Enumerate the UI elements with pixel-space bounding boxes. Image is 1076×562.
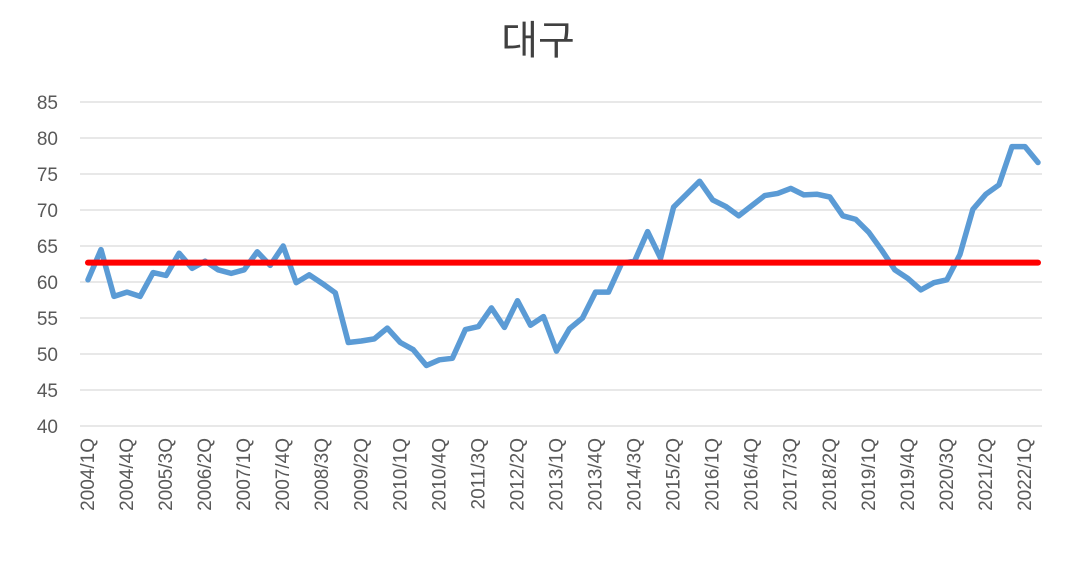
x-axis-ticks: 2004/1Q 2004/4Q 2005/3Q 2006/2Q 2007/1Q 2007/… xyxy=(78,438,1036,511)
series-layer xyxy=(85,143,1041,369)
x-tick-label: 2022/1Q xyxy=(1015,438,1036,511)
x-tick-label: 2014/3Q xyxy=(625,438,646,511)
chart-title: 대구 xyxy=(501,18,575,64)
x-tick-label: 2007/4Q xyxy=(273,438,294,511)
y-tick-label: 55 xyxy=(37,309,58,330)
x-tick-label: 2019/4Q xyxy=(898,438,919,511)
x-tick-label: 2008/3Q xyxy=(312,438,333,511)
x-tick-label: 2009/2Q xyxy=(351,438,372,511)
x-tick-label: 2016/1Q xyxy=(703,438,724,511)
y-tick-label: 70 xyxy=(37,201,58,222)
x-tick-label: 2005/3Q xyxy=(156,438,177,511)
y-tick-label: 45 xyxy=(37,381,58,402)
x-tick-label: 2010/1Q xyxy=(390,438,411,511)
series-line-index xyxy=(85,143,1041,369)
x-tick-label: 2013/1Q xyxy=(546,438,567,511)
y-tick-label: 65 xyxy=(37,237,58,258)
x-tick-label: 2006/2Q xyxy=(195,438,216,511)
x-tick-label: 2021/2Q xyxy=(976,438,997,511)
gridlines xyxy=(80,101,1042,427)
y-tick-label: 85 xyxy=(37,93,58,114)
y-axis-ticks: 40 45 50 55 60 65 70 75 80 85 xyxy=(37,93,58,438)
x-tick-label: 2017/3Q xyxy=(781,438,802,511)
x-tick-label: 2018/2Q xyxy=(820,438,841,511)
x-tick-label: 2015/2Q xyxy=(664,438,685,511)
x-tick-label: 2004/1Q xyxy=(78,438,99,511)
x-tick-label: 2010/4Q xyxy=(429,438,450,511)
x-tick-label: 2013/4Q xyxy=(586,438,607,511)
x-tick-label: 2019/1Q xyxy=(859,438,880,511)
y-tick-label: 75 xyxy=(37,165,58,186)
y-tick-label: 60 xyxy=(37,273,58,294)
x-tick-label: 2012/2Q xyxy=(507,438,528,511)
y-tick-label: 50 xyxy=(37,345,58,366)
x-tick-label: 2020/3Q xyxy=(937,438,958,511)
y-tick-label: 80 xyxy=(37,129,58,150)
x-tick-label: 2016/4Q xyxy=(742,438,763,511)
y-tick-label: 40 xyxy=(37,417,58,438)
x-tick-label: 2011/3Q xyxy=(468,438,489,509)
x-tick-label: 2007/1Q xyxy=(234,438,255,511)
x-tick-label: 2004/4Q xyxy=(117,438,138,511)
